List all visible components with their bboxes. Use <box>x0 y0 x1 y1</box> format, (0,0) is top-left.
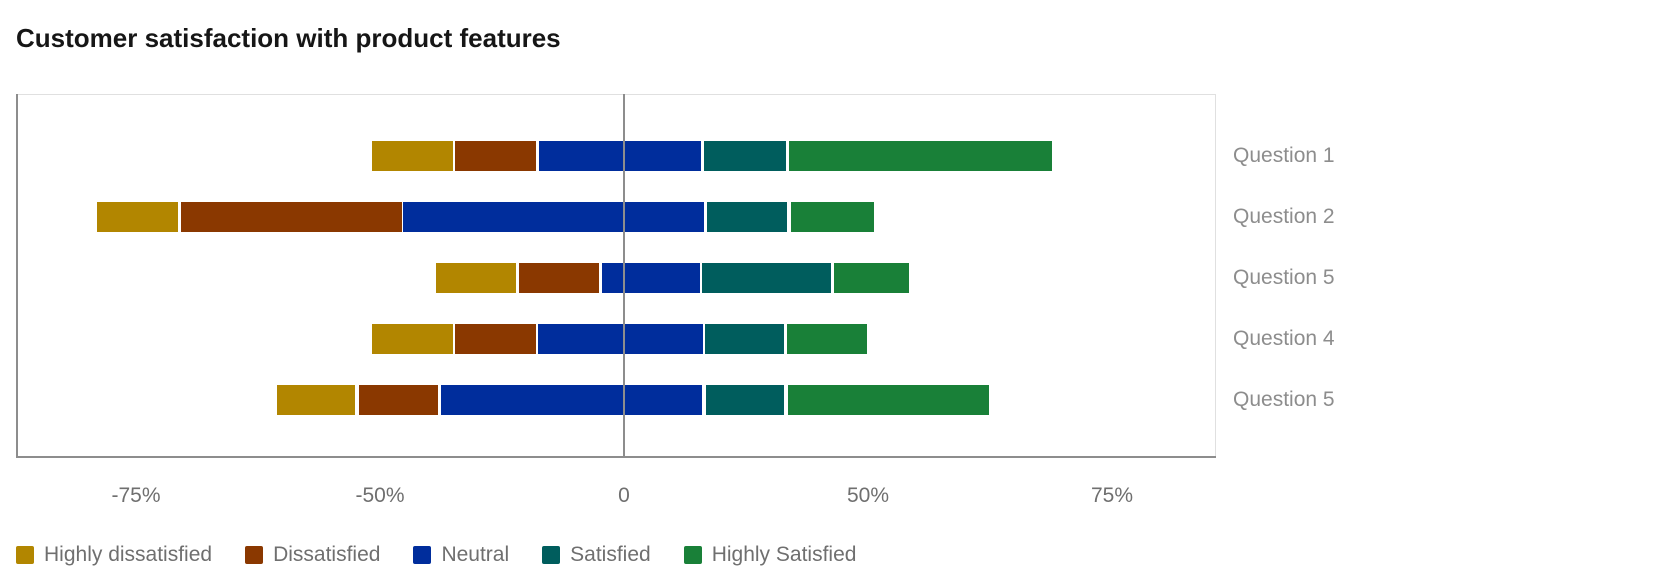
bar-segment-highly-dissatisfied-row4[interactable] <box>372 324 453 354</box>
bar-segment-highly-satisfied-row3[interactable] <box>834 263 909 293</box>
bar-segment-highly-dissatisfied-row1[interactable] <box>372 141 453 171</box>
bar-segment-neutral-row4[interactable] <box>537 324 704 354</box>
legend-item-dissatisfied[interactable]: Dissatisfied <box>245 543 380 567</box>
bar-segment-satisfied-row3[interactable] <box>702 263 832 293</box>
x-axis-line <box>16 456 1216 458</box>
x-axis-tick-labels: -75% -50% 0 50% 75% <box>16 482 1216 510</box>
legend-item-neutral[interactable]: Neutral <box>413 543 509 567</box>
bar-segment-highly-dissatisfied-row3[interactable] <box>436 263 516 293</box>
bar-segment-dissatisfied-row5[interactable] <box>358 385 438 415</box>
x-tick-label: 50% <box>846 484 890 507</box>
legend-item-satisfied[interactable]: Satisfied <box>542 543 651 567</box>
x-tick-label: 0 <box>618 484 630 507</box>
category-label: Question 5 <box>1233 388 1335 411</box>
bar-segment-neutral-row3[interactable] <box>601 263 700 293</box>
category-label: Question 4 <box>1233 327 1335 350</box>
category-label: Question 2 <box>1233 205 1335 228</box>
legend-label: Highly Satisfied <box>711 543 857 566</box>
x-tick-label: -75% <box>111 484 161 507</box>
legend-item-highly-satisfied[interactable]: Highly Satisfied <box>683 543 857 567</box>
bar-segment-satisfied-row5[interactable] <box>706 385 784 415</box>
legend-label: Highly dissatisfied <box>44 543 213 566</box>
chart-title: Customer satisfaction with product featu… <box>16 23 561 53</box>
category-labels: Question 1 Question 2 Question 5 Question 4… <box>1233 94 1533 456</box>
bar-segment-dissatisfied-row2[interactable] <box>181 202 403 232</box>
legend-swatch-neutral <box>413 546 432 564</box>
bar-segment-satisfied-row1[interactable] <box>704 141 786 171</box>
bar-segment-highly-satisfied-row2[interactable] <box>790 202 874 232</box>
plot-border-top <box>16 94 1216 95</box>
bar-segment-satisfied-row2[interactable] <box>707 202 787 232</box>
legend-label: Neutral <box>441 543 510 566</box>
plot-area <box>16 94 1216 458</box>
x-tick-label: 75% <box>1090 484 1134 507</box>
bar-segment-satisfied-row4[interactable] <box>705 324 784 354</box>
legend-swatch-satisfied <box>542 546 561 564</box>
category-label: Question 5 <box>1233 266 1335 289</box>
bar-segment-neutral-row1[interactable] <box>538 141 702 171</box>
bar-segment-dissatisfied-row3[interactable] <box>519 263 599 293</box>
plot-border-right <box>1215 94 1216 456</box>
bar-segment-dissatisfied-row1[interactable] <box>455 141 536 171</box>
bar-segment-dissatisfied-row4[interactable] <box>455 324 536 354</box>
x-tick-label: -50% <box>355 484 405 507</box>
legend-label: Satisfied <box>570 543 651 566</box>
bar-segment-neutral-row2[interactable] <box>403 202 705 232</box>
legend-label: Dissatisfied <box>273 543 381 566</box>
bar-segment-highly-satisfied-row5[interactable] <box>787 385 989 415</box>
zero-baseline <box>623 94 625 456</box>
bar-segment-neutral-row5[interactable] <box>441 385 703 415</box>
bar-segment-highly-satisfied-row1[interactable] <box>788 141 1052 171</box>
category-label: Question 1 <box>1233 144 1335 167</box>
bar-segment-highly-satisfied-row4[interactable] <box>786 324 868 354</box>
legend-item-highly-dissatisfied[interactable]: Highly dissatisfied <box>16 543 212 567</box>
legend: Highly dissatisfied Dissatisfied Neutral Sa… <box>16 540 856 570</box>
legend-swatch-highly-dissatisfied <box>16 546 34 564</box>
legend-swatch-dissatisfied <box>245 546 264 564</box>
bar-segment-highly-dissatisfied-row2[interactable] <box>97 202 178 232</box>
legend-swatch-highly-satisfied <box>683 546 702 564</box>
bar-segment-highly-dissatisfied-row5[interactable] <box>277 385 355 415</box>
y-axis-line <box>16 94 18 456</box>
